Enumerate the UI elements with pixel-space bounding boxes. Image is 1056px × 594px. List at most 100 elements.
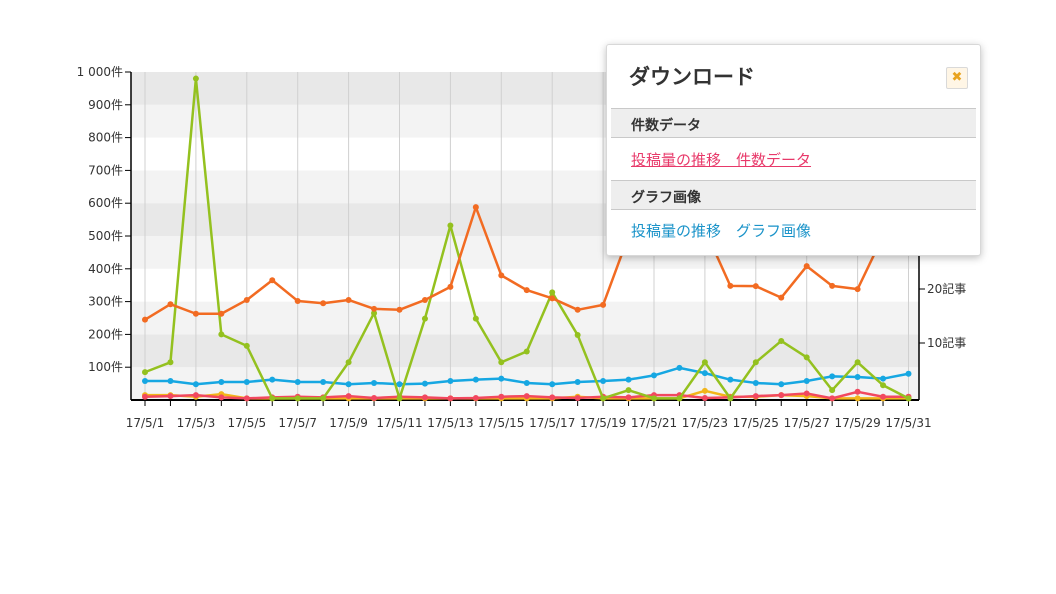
data-point: [345, 393, 352, 400]
x-tick-label: 17/5/17: [529, 416, 575, 430]
data-point: [345, 359, 352, 366]
data-point: [396, 395, 403, 402]
x-tick-label: 17/5/19: [580, 416, 626, 430]
data-point: [345, 296, 352, 303]
data-point: [421, 394, 428, 401]
data-point: [803, 377, 810, 384]
data-point: [421, 315, 428, 322]
data-point: [880, 375, 887, 382]
data-point: [167, 393, 174, 400]
data-point: [701, 370, 708, 377]
data-point: [803, 390, 810, 397]
data-point: [472, 315, 479, 322]
data-point: [218, 310, 225, 317]
section-header-count-data: 件数データ: [611, 108, 976, 138]
data-point: [778, 381, 785, 388]
data-point: [625, 394, 632, 401]
data-point: [905, 395, 912, 402]
y-axis-ticks: 100件 200件 300件 400件 500件 600件 700件 800件 900件 1 00…: [77, 65, 131, 374]
data-point: [880, 393, 887, 400]
data-point: [472, 395, 479, 402]
x-tick-label: 17/5/3: [177, 416, 216, 430]
data-point: [778, 294, 785, 301]
data-point: [549, 394, 556, 401]
data-point: [600, 301, 607, 308]
data-point: [447, 377, 454, 384]
data-point: [676, 395, 683, 402]
x-tick-label: 17/5/29: [834, 416, 880, 430]
data-point: [854, 388, 861, 395]
data-point: [701, 387, 708, 394]
data-point: [803, 354, 810, 361]
data-point: [549, 289, 556, 296]
section-header-graph-image: グラフ画像: [611, 180, 976, 210]
data-point: [752, 359, 759, 366]
y-tick-label: 1 000件: [77, 65, 123, 79]
data-point: [854, 359, 861, 366]
series-lines: [142, 75, 912, 402]
data-point: [574, 395, 581, 402]
data-point: [447, 395, 454, 402]
data-point: [371, 310, 378, 317]
data-point: [752, 283, 759, 290]
data-point: [294, 297, 301, 304]
data-point: [498, 272, 505, 279]
data-point: [803, 263, 810, 270]
data-point: [574, 378, 581, 385]
data-point: [447, 222, 454, 229]
data-point: [472, 204, 479, 211]
data-point: [269, 395, 276, 402]
grid-band: [131, 301, 919, 335]
y-tick-label: 600件: [88, 196, 123, 210]
data-point: [371, 395, 378, 402]
data-point: [701, 359, 708, 366]
data-point: [269, 277, 276, 284]
data-point: [167, 359, 174, 366]
data-point: [142, 393, 148, 400]
data-point: [752, 379, 759, 386]
data-point: [625, 376, 632, 383]
close-button[interactable]: ✖: [946, 67, 968, 89]
data-point: [320, 378, 327, 385]
data-point: [905, 370, 912, 377]
data-point: [269, 376, 276, 383]
x-axis-ticks: 17/5/1 17/5/3 17/5/5 17/5/7 17/5/9 17/5/11 17/…: [126, 400, 932, 430]
y2-axis-ticks: 10記事 20記事: [919, 281, 966, 350]
data-point: [294, 395, 301, 402]
x-tick-label: 17/5/9: [329, 416, 368, 430]
download-count-data-link[interactable]: 投稿量の推移 件数データ: [631, 151, 812, 169]
data-point: [192, 381, 199, 388]
data-point: [523, 287, 530, 294]
x-tick-label: 17/5/7: [278, 416, 317, 430]
data-point: [549, 295, 556, 302]
data-point: [523, 379, 530, 386]
data-point: [396, 306, 403, 313]
x-tick-label: 17/5/21: [631, 416, 677, 430]
data-point: [421, 296, 428, 303]
data-point: [243, 342, 250, 349]
data-point: [752, 393, 759, 400]
data-point: [523, 348, 530, 355]
download-graph-image-link[interactable]: 投稿量の推移 グラフ画像: [631, 222, 812, 240]
data-point: [854, 286, 861, 293]
data-point: [371, 305, 378, 312]
section-label: グラフ画像: [631, 190, 701, 206]
data-point: [574, 306, 581, 313]
data-point: [727, 282, 734, 289]
data-point: [192, 310, 199, 317]
data-point: [574, 332, 581, 339]
data-point: [142, 316, 148, 323]
y-tick-label: 700件: [88, 163, 123, 177]
data-point: [651, 372, 657, 379]
data-point: [829, 387, 836, 394]
x-tick-label: 17/5/25: [733, 416, 779, 430]
data-point: [472, 376, 479, 383]
data-point: [829, 395, 836, 402]
data-point: [727, 376, 734, 383]
section-label: 件数データ: [631, 118, 701, 134]
y2-tick-label: 10記事: [927, 335, 966, 350]
y-tick-label: 900件: [88, 98, 123, 112]
y-tick-label: 500件: [88, 229, 123, 243]
x-tick-label: 17/5/5: [227, 416, 266, 430]
data-point: [701, 395, 708, 402]
